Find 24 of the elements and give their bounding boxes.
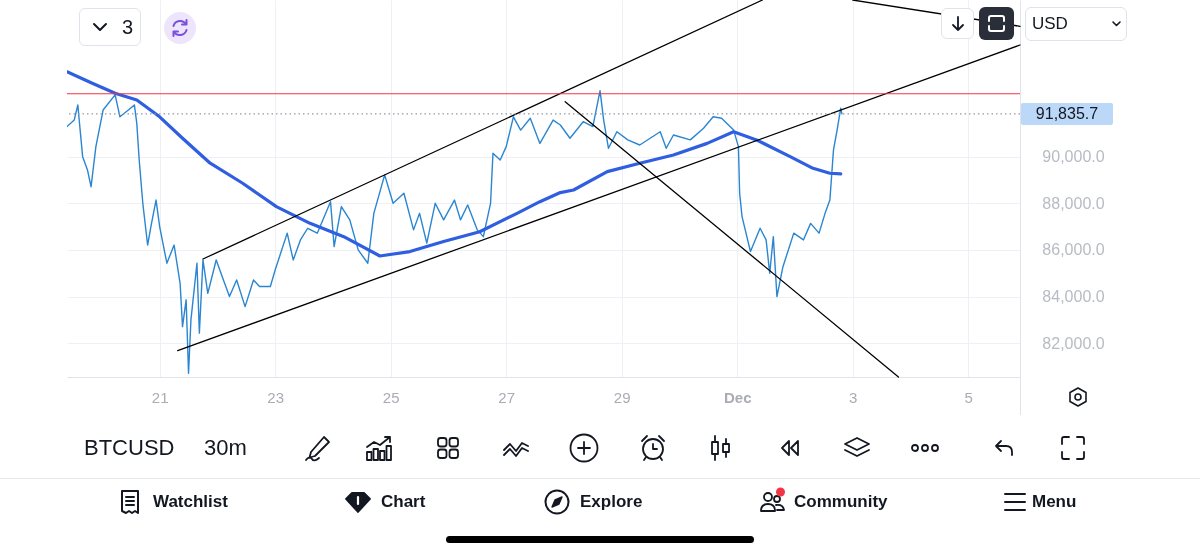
y-tick-label: 84,000.0: [1042, 288, 1105, 306]
text: Community: [794, 491, 888, 513]
x-tick-label: 27: [498, 388, 516, 406]
text: 30m: [204, 434, 247, 462]
dropdown-button: USD: [1025, 7, 1127, 41]
x-tick-label: 21: [151, 388, 169, 406]
y-tick-label: 90,000.0: [1042, 148, 1105, 166]
x-tick-label: 23: [267, 388, 285, 406]
x-tick-label: 25: [382, 388, 400, 406]
text: Menu: [1032, 491, 1077, 513]
dropdown-button: 3: [79, 8, 141, 46]
text: BTCUSD: [84, 434, 175, 462]
y-tick-label: 88,000.0: [1042, 194, 1105, 212]
ref-line-label: 91,835.7: [1035, 104, 1099, 122]
x-tick-label: 29: [613, 388, 631, 406]
text: Watchlist: [153, 491, 228, 513]
x-tick-label: 3: [849, 388, 858, 406]
text: Explore: [580, 491, 643, 513]
x-tick-label: 5: [964, 388, 973, 406]
x-tick-label: Dec: [723, 388, 752, 406]
y-tick-label: 86,000.0: [1042, 241, 1105, 259]
text: Chart: [381, 491, 426, 513]
y-tick-label: 82,000.0: [1042, 334, 1105, 352]
annotation: 3: [122, 15, 134, 40]
